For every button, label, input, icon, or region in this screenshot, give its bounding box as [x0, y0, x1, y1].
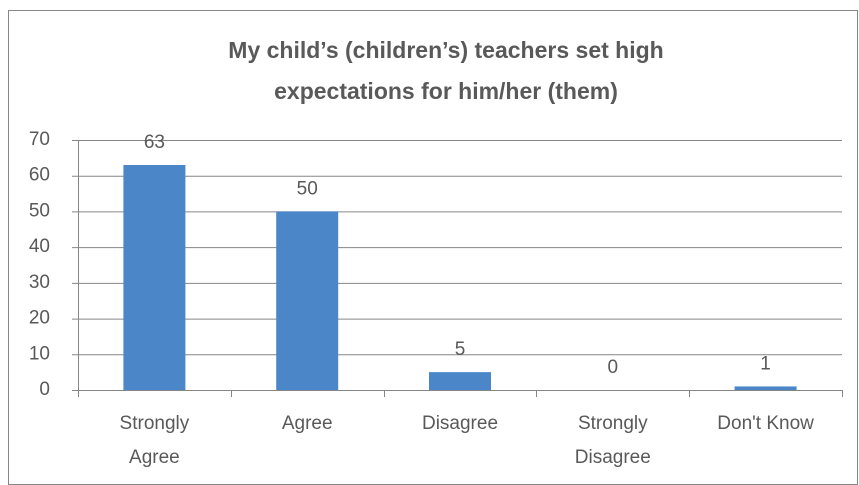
y-tick-label: 10 — [29, 343, 50, 364]
data-label: 0 — [608, 357, 619, 378]
y-tick-label: 0 — [39, 379, 50, 400]
bar — [429, 372, 491, 390]
x-tick-label: Don't Know — [717, 413, 814, 434]
y-tick-label: 30 — [29, 272, 50, 293]
data-label: 63 — [144, 132, 165, 153]
chart-title: My child’s (children’s) teachers set hig… — [228, 37, 663, 63]
y-tick-label: 20 — [29, 308, 50, 329]
x-tick-label: Strongly — [578, 413, 648, 434]
x-tick-label: Agree — [129, 447, 180, 468]
y-tick-label: 50 — [29, 200, 50, 221]
x-tick-label: Disagree — [575, 447, 651, 468]
bar — [734, 386, 797, 390]
y-tick-label: 40 — [29, 236, 50, 257]
data-label: 1 — [760, 353, 771, 374]
y-tick-label: 70 — [29, 129, 50, 150]
data-label: 5 — [455, 339, 466, 360]
chart-title: expectations for him/her (them) — [274, 78, 618, 104]
bar — [276, 211, 339, 390]
x-tick-label: Strongly — [120, 413, 190, 434]
y-tick-label: 60 — [29, 165, 50, 186]
x-tick-label: Agree — [282, 413, 333, 434]
bar — [123, 165, 186, 390]
data-label: 50 — [297, 178, 318, 199]
x-tick-label: Disagree — [422, 413, 498, 434]
